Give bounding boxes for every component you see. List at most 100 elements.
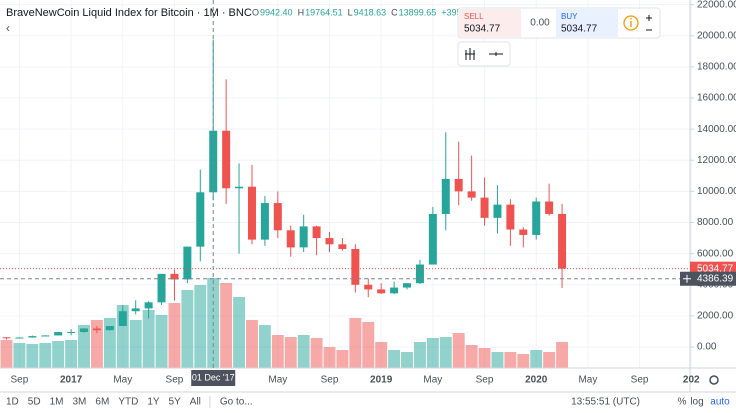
collapse-arrow[interactable]: ‹ <box>6 21 10 35</box>
candle-body <box>247 186 256 240</box>
x-tick-label: May <box>578 375 597 386</box>
volume-bar <box>116 305 129 368</box>
range-button[interactable]: YTD <box>118 397 138 408</box>
candle-body <box>558 213 567 269</box>
crosshair-y-label: 4386.39 <box>697 273 734 284</box>
candle-body <box>67 331 76 333</box>
x-tick-label: 2019 <box>370 375 393 386</box>
candle-body <box>286 230 295 248</box>
candle-body <box>157 273 166 303</box>
axes: 0.002000.004000.006000.008000.0010000.00… <box>0 0 736 386</box>
y-tick-label: 16000.00 <box>697 93 736 104</box>
candle-body <box>467 191 476 198</box>
volume-bar <box>426 338 439 368</box>
candle-body <box>312 226 321 239</box>
range-button[interactable]: 6M <box>95 397 109 408</box>
volume-bar <box>388 350 401 368</box>
volume-bar <box>26 344 39 368</box>
range-button[interactable]: 5Y <box>169 397 182 408</box>
volume-bar <box>530 350 543 368</box>
volume-bar <box>194 285 207 368</box>
y-tick-label: 22000.00 <box>697 0 736 10</box>
candle-body <box>183 246 192 280</box>
volume-bar <box>556 342 569 368</box>
x-tick-label: Sep <box>321 375 339 386</box>
range-button[interactable]: 1M <box>50 397 64 408</box>
volume-bar <box>103 318 116 368</box>
candle-body <box>222 130 231 189</box>
candle-body <box>338 244 347 249</box>
candle-body <box>170 273 179 280</box>
spread: 0.00 <box>530 18 550 29</box>
info-icon-bar <box>630 21 632 27</box>
info-icon-dot <box>630 18 632 20</box>
clock: 13:55:51 (UTC) <box>571 397 640 408</box>
candle-body <box>118 311 127 326</box>
volume-bar <box>336 350 349 368</box>
settings-icon[interactable] <box>709 375 719 385</box>
volume-bar <box>220 283 233 368</box>
candle-body <box>325 238 334 245</box>
candle-body <box>532 201 541 235</box>
candle-body <box>28 336 37 338</box>
range-button[interactable]: All <box>190 397 201 408</box>
ohlc-key: L <box>348 7 353 17</box>
candle-body <box>428 213 437 265</box>
crosshair-plus[interactable] <box>683 274 691 283</box>
volume-bar <box>52 341 65 368</box>
crosshair-x-label: 01 Dec '17 <box>192 372 235 382</box>
volume-bar <box>323 347 336 368</box>
volume-bar <box>181 290 194 368</box>
candle-body <box>15 337 24 339</box>
candle-body <box>144 302 153 309</box>
x-tick-label: Sep <box>631 375 649 386</box>
bottom-toolbar: 1D 5D 1M 3M 6M YTD 1Y 5Y All Go to... <box>6 396 253 408</box>
ohlc-key: C <box>391 7 398 17</box>
volume-bar <box>168 303 181 368</box>
x-tick-label: 202 <box>683 375 700 386</box>
candle-body <box>506 204 515 230</box>
volume-bar <box>284 337 297 368</box>
zoom-buttons[interactable] <box>646 15 652 31</box>
line-icon[interactable] <box>489 52 503 56</box>
ohlc-value: 9942.40 <box>260 7 293 17</box>
volume-bar <box>90 320 103 368</box>
volume-bar <box>13 343 26 368</box>
volume-bar <box>478 348 491 368</box>
percent-button[interactable]: % <box>678 397 687 408</box>
x-tick-label: Sep <box>166 375 184 386</box>
buy-button[interactable] <box>556 9 618 37</box>
last-price-label: 5034.77 <box>697 263 734 274</box>
volume-bar <box>401 352 413 368</box>
candle-body <box>273 203 282 231</box>
auto-button[interactable]: auto <box>710 397 730 408</box>
info-icon[interactable] <box>623 15 639 31</box>
candle-body <box>519 229 528 235</box>
range-button[interactable]: 1D <box>6 397 19 408</box>
candle-body <box>377 289 386 294</box>
log-button[interactable]: log <box>690 397 703 408</box>
buy-label: BUY <box>561 12 578 21</box>
volume-bar <box>349 318 362 368</box>
candle-body <box>2 337 11 339</box>
volume-bar <box>543 352 556 368</box>
goto-button[interactable]: Go to... <box>220 397 253 408</box>
volume-bar <box>142 310 155 368</box>
buy-price: 5034.77 <box>561 24 598 35</box>
candle-body <box>480 197 489 218</box>
sell-label: SELL <box>464 12 484 21</box>
range-button[interactable]: 1Y <box>147 397 160 408</box>
range-button[interactable]: 3M <box>73 397 87 408</box>
x-tick-label: May <box>268 375 287 386</box>
candle-body <box>454 178 463 192</box>
bars-icon[interactable] <box>465 48 475 60</box>
ohlc-value: 13899.65 <box>399 7 437 17</box>
volume-bar <box>413 342 426 368</box>
volume-bar <box>491 352 504 368</box>
range-button[interactable]: 5D <box>28 397 41 408</box>
y-tick-label: 6000.00 <box>697 248 734 259</box>
candle-body <box>364 284 373 290</box>
volume-bar <box>375 342 388 368</box>
sell-button[interactable] <box>459 9 521 37</box>
x-tick-label: May <box>113 375 132 386</box>
